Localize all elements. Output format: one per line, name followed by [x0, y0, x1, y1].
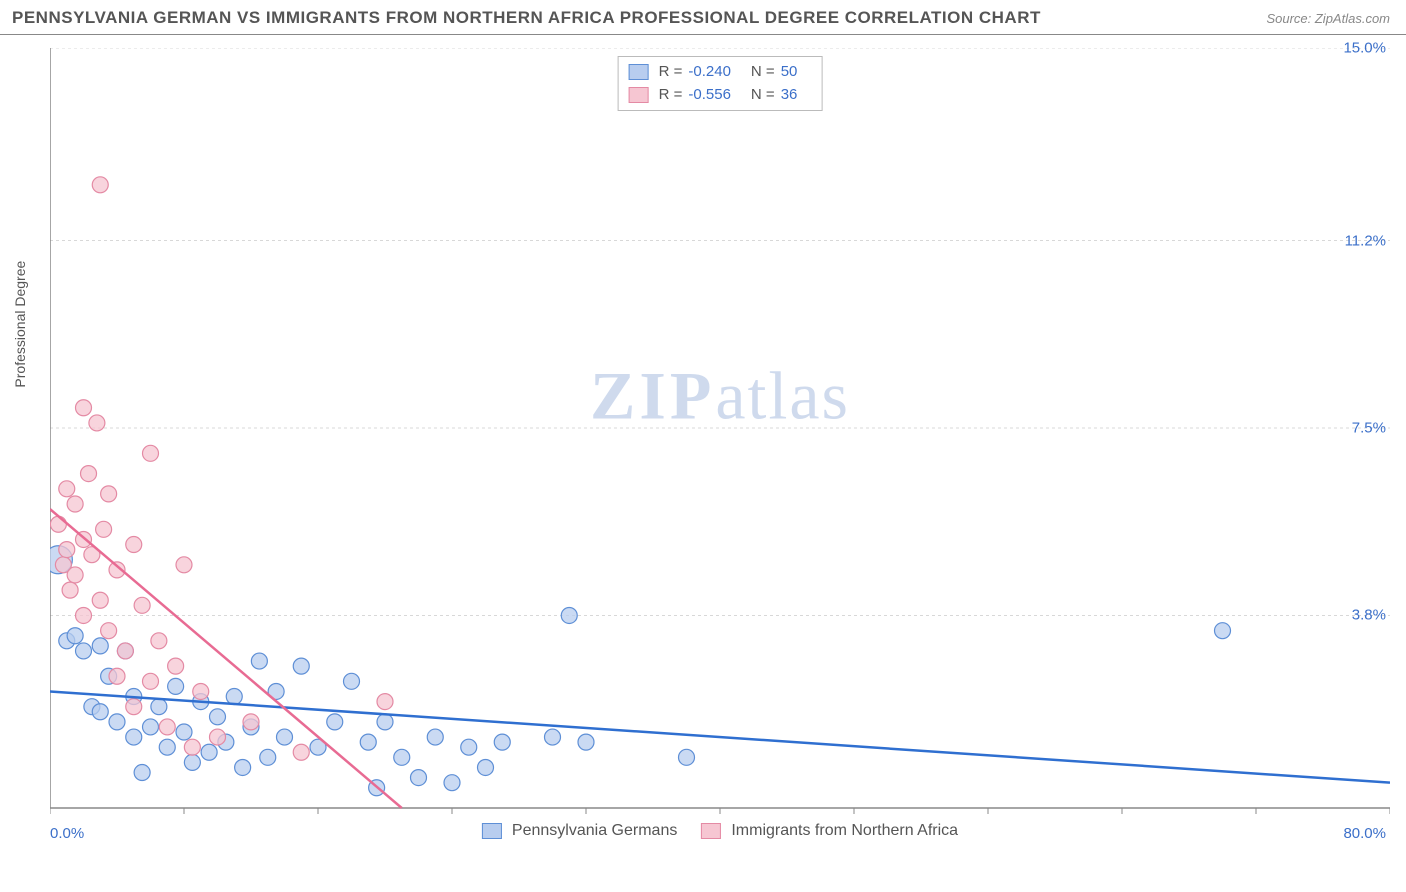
stats-row-1: R = -0.240 N = 50: [629, 61, 812, 84]
y-axis-label: Professional Degree: [12, 261, 28, 388]
stats-row-2: R = -0.556 N = 36: [629, 84, 812, 107]
y-tick-label: 7.5%: [1352, 420, 1386, 437]
stats-legend-box: R = -0.240 N = 50 R = -0.556 N = 36: [618, 56, 823, 111]
swatch-blue: [629, 64, 649, 80]
swatch-pink: [629, 87, 649, 103]
y-tick-label: 3.8%: [1352, 607, 1386, 624]
scatter-plot: [50, 48, 1390, 838]
y-tick-label: 11.2%: [1345, 232, 1386, 249]
swatch-pink: [701, 823, 721, 839]
legend-item-2: Immigrants from Northern Africa: [701, 822, 958, 840]
x-axis-max-label: 80.0%: [1343, 825, 1386, 842]
legend-item-1: Pennsylvania Germans: [482, 822, 677, 840]
series-legend: Pennsylvania Germans Immigrants from Nor…: [482, 822, 958, 840]
swatch-blue: [482, 823, 502, 839]
x-axis-min-label: 0.0%: [50, 825, 84, 842]
source-attribution: Source: ZipAtlas.com: [1266, 11, 1390, 26]
chart-container: Professional Degree ZIPatlas R = -0.240 …: [50, 48, 1390, 838]
y-tick-label: 15.0%: [1343, 40, 1386, 57]
chart-title: PENNSYLVANIA GERMAN VS IMMIGRANTS FROM N…: [12, 8, 1041, 28]
